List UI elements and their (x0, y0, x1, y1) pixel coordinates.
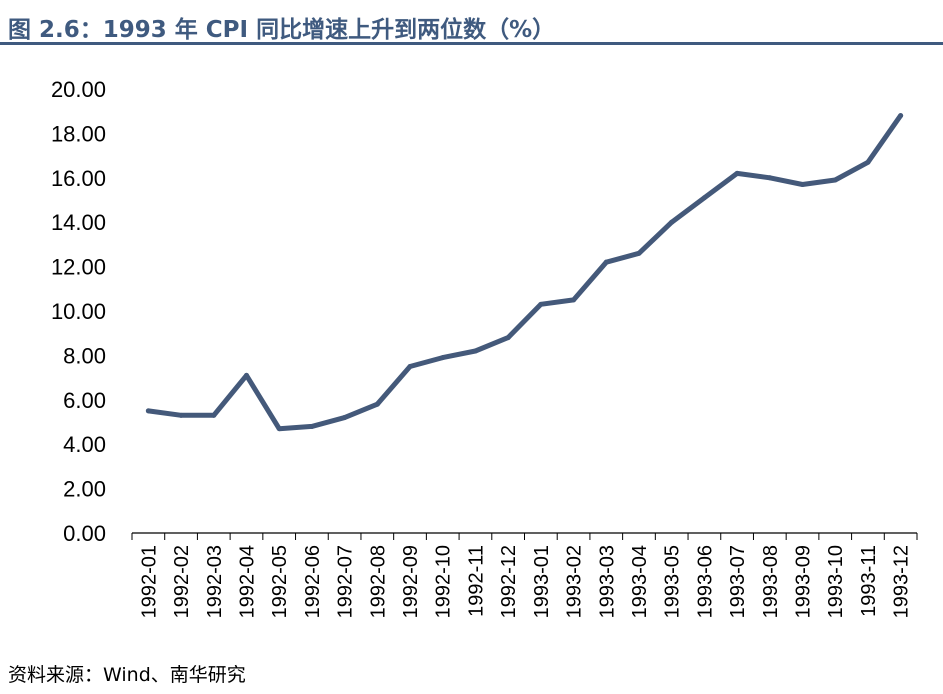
data-point (832, 177, 838, 183)
x-tick-label: 1992-05 (269, 545, 291, 618)
y-tick-label: 10.00 (51, 299, 106, 324)
x-tick-label: 1992-01 (138, 545, 160, 618)
data-point (603, 259, 609, 265)
data-point (571, 297, 577, 303)
x-tick-label: 1993-11 (858, 545, 880, 617)
y-tick-label: 12.00 (51, 255, 106, 280)
x-tick-label: 1992-11 (465, 545, 487, 617)
y-tick-label: 18.00 (51, 121, 106, 146)
x-tick-label: 1993-05 (662, 545, 684, 618)
x-tick-label: 1993-03 (596, 545, 618, 618)
data-point (407, 364, 413, 369)
y-tick-label: 2.00 (63, 477, 106, 502)
data-point (800, 181, 806, 187)
cpi-series-line (145, 113, 904, 432)
x-tick-label: 1993-06 (694, 545, 716, 618)
y-axis: 0.00 2.00 4.00 6.00 8.00 10.00 12.00 14.00 16.00… (51, 77, 106, 546)
data-point (440, 355, 446, 361)
x-tick-label: 1992-07 (335, 545, 357, 618)
data-point (701, 195, 707, 201)
y-tick-label: 20.00 (51, 77, 106, 102)
x-tick-label: 1993-08 (760, 545, 782, 618)
data-point (538, 301, 544, 307)
data-point (211, 412, 217, 418)
data-point (178, 412, 184, 418)
x-tick-label: 1992-02 (171, 545, 193, 618)
data-point (276, 426, 282, 432)
data-point (505, 335, 511, 341)
data-point (145, 408, 151, 414)
data-point (767, 175, 773, 181)
x-tick-label: 1992-03 (204, 545, 226, 618)
data-point (342, 415, 348, 421)
series-group (145, 113, 904, 432)
x-tick-label: 1993-02 (564, 545, 586, 618)
x-tick-label: 1992-10 (433, 545, 455, 618)
data-point (865, 159, 871, 165)
x-tick-label: 1993-04 (629, 545, 651, 618)
y-tick-label: 6.00 (63, 388, 106, 413)
data-point (898, 113, 904, 119)
data-point (374, 401, 380, 407)
data-point (472, 348, 478, 354)
x-tick-label: 1992-12 (498, 545, 520, 618)
y-tick-label: 4.00 (63, 432, 106, 457)
chart-title: 图 2.6：1993 年 CPI 同比增速上升到两位数（%） (8, 17, 556, 43)
source-note: 资料来源：Wind、南华研究 (8, 664, 246, 686)
data-point (243, 372, 249, 378)
y-tick-label: 0.00 (63, 521, 106, 546)
x-tick-label: 1992-06 (302, 545, 324, 618)
x-tick-label: 1993-12 (891, 545, 913, 618)
title-divider (0, 42, 943, 45)
x-tick-label: 1993-07 (727, 545, 749, 618)
x-tick-label: 1992-09 (400, 545, 422, 618)
data-point (636, 250, 642, 256)
data-point (669, 219, 675, 225)
x-axis: 1992-01 1992-02 1992-03 1992-04 1992-05 1992-… (131, 532, 918, 618)
x-tick-label: 1993-09 (793, 545, 815, 618)
y-tick-label: 14.00 (51, 210, 106, 235)
y-tick-label: 16.00 (51, 166, 106, 191)
x-tick-label: 1992-04 (236, 545, 258, 618)
x-tick-label: 1993-10 (825, 545, 847, 618)
data-point (734, 170, 740, 176)
data-point (309, 423, 315, 429)
y-tick-label: 8.00 (63, 343, 106, 368)
x-tick-label: 1992-08 (367, 545, 389, 618)
x-tick-label: 1993-01 (531, 545, 553, 618)
